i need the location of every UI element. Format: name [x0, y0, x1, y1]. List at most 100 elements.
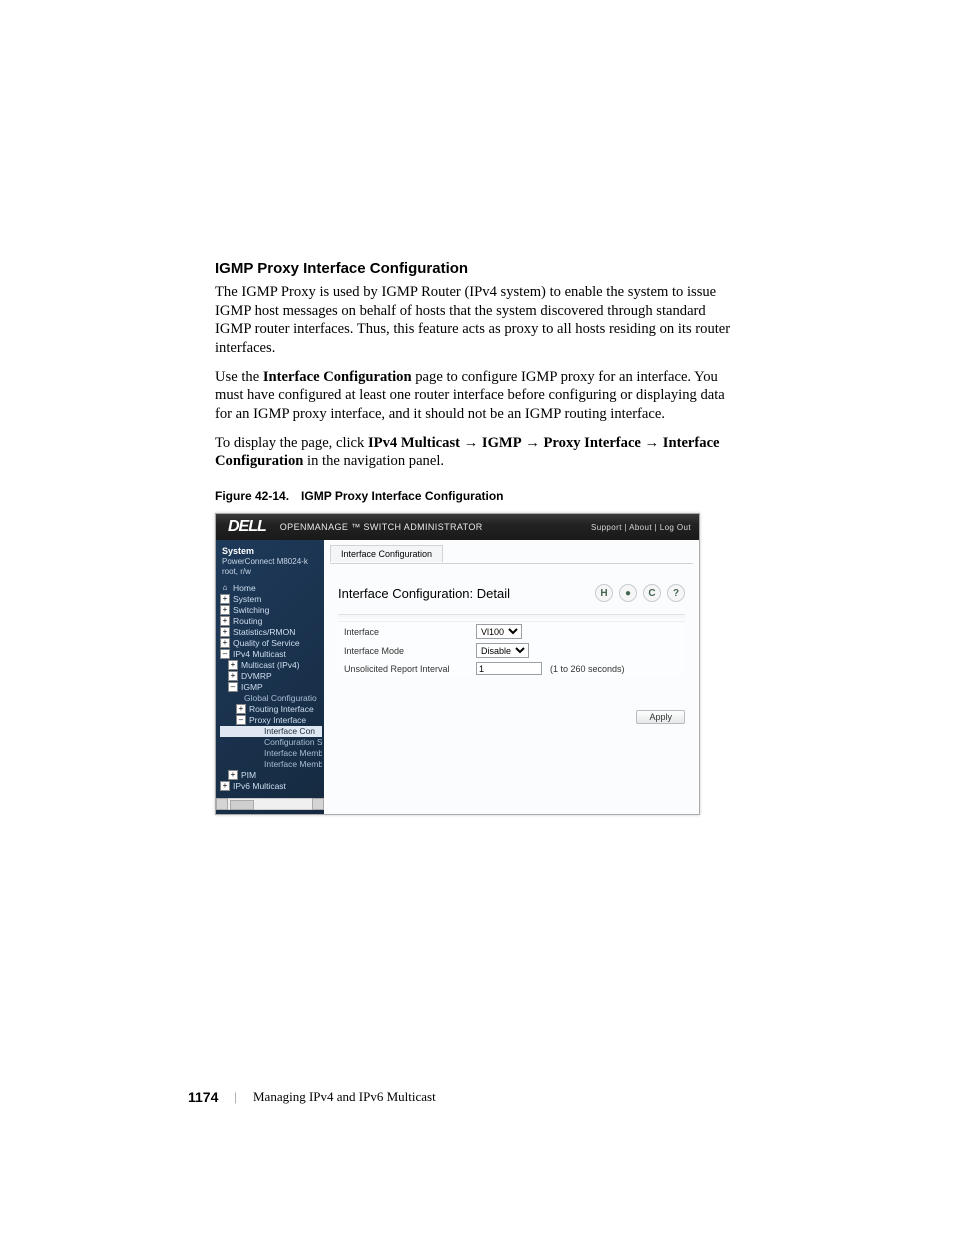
print-icon[interactable]: ● — [619, 584, 637, 602]
paragraph-1: The IGMP Proxy is used by IGMP Router (I… — [215, 283, 739, 358]
tree-label: DVMRP — [241, 671, 272, 681]
tree-stats[interactable]: Statistics/RMON — [220, 627, 322, 638]
tree-interface-memb-1[interactable]: Interface Memb — [220, 748, 322, 759]
toolbar-icons: H ● C ? — [595, 584, 685, 602]
tree-routing[interactable]: Routing — [220, 616, 322, 627]
bold-interface-config: Interface Configuration — [263, 369, 412, 385]
tree-interface-config[interactable]: Interface Con — [220, 726, 322, 737]
tree-dvmrp[interactable]: DVMRP — [220, 671, 322, 682]
tree-pim[interactable]: PIM — [220, 770, 322, 781]
expand-icon[interactable] — [228, 671, 238, 681]
app-title: OPENMANAGE ™ SWITCH ADMINISTRATOR — [276, 522, 483, 532]
tree-ipv6-multicast[interactable]: IPv6 Multicast — [220, 781, 322, 792]
tree-label: Configuration S — [264, 737, 322, 747]
detail-header: Interface Configuration: Detail H ● C ? — [324, 564, 699, 608]
app-header: DELL OPENMANAGE ™ SWITCH ADMINISTRATOR S… — [216, 514, 699, 540]
report-input[interactable] — [476, 662, 542, 675]
help-icon[interactable]: ? — [667, 584, 685, 602]
tree-global-config[interactable]: Global Configuratio — [220, 693, 322, 704]
tree-label: IGMP — [241, 682, 263, 692]
row-interface: Interface Vl100 — [338, 622, 685, 641]
apply-row: Apply — [324, 677, 699, 733]
tree-system[interactable]: System — [220, 594, 322, 605]
expand-icon[interactable] — [220, 594, 230, 604]
tree-switching[interactable]: Switching — [220, 605, 322, 616]
nav-step-1: IPv4 Multicast — [368, 435, 460, 451]
tree-label: Routing — [233, 616, 262, 626]
nav-step-3: Proxy Interface — [544, 435, 641, 451]
page-footer: 1174 | Managing IPv4 and IPv6 Multicast — [188, 1089, 436, 1105]
app-body: System PowerConnect M8024-k root, r/w ⌂H… — [216, 540, 699, 814]
sidebar-system-label: System — [222, 546, 318, 557]
page-number: 1174 — [188, 1089, 218, 1105]
nav-tree: ⌂Home System Switching Routing Statistic… — [216, 583, 324, 798]
scroll-track[interactable] — [228, 798, 312, 810]
breadcrumb: Interface Configuration — [330, 543, 693, 564]
tree-proxy-interface[interactable]: Proxy Interface — [220, 715, 322, 726]
detail-title: Interface Configuration: Detail — [338, 586, 595, 601]
tree-multicast[interactable]: Multicast (IPv4) — [220, 660, 322, 671]
tree-label: Home — [233, 583, 256, 593]
tree-interface-memb-2[interactable]: Interface Memb — [220, 759, 322, 770]
scroll-left-icon[interactable]: ‹ — [216, 798, 228, 810]
footer-separator: | — [234, 1089, 237, 1105]
tree-config-s[interactable]: Configuration S — [220, 737, 322, 748]
nav-step-2: IGMP — [482, 435, 522, 451]
expand-icon[interactable] — [220, 627, 230, 637]
paragraph-2: Use the Interface Configuration page to … — [215, 368, 739, 424]
panel-separator — [338, 615, 685, 622]
header-links[interactable]: Support | About | Log Out — [591, 523, 699, 532]
interface-label: Interface — [344, 627, 476, 637]
chapter-title: Managing IPv4 and IPv6 Multicast — [253, 1089, 436, 1105]
arrow-icon: → — [641, 435, 663, 451]
row-report-interval: Unsolicited Report Interval (1 to 260 se… — [338, 660, 685, 677]
screenshot: DELL OPENMANAGE ™ SWITCH ADMINISTRATOR S… — [215, 513, 700, 815]
report-label: Unsolicited Report Interval — [344, 664, 476, 674]
collapse-icon[interactable] — [228, 682, 238, 692]
save-icon[interactable]: H — [595, 584, 613, 602]
text: Use the — [215, 369, 263, 385]
form-panel: Interface Vl100 Interface Mode Disable U… — [338, 614, 685, 677]
sidebar-scrollbar[interactable]: ‹ › — [216, 798, 324, 810]
page: IGMP Proxy Interface Configuration The I… — [0, 0, 954, 1235]
figure-caption: Figure 42-14. IGMP Proxy Interface Confi… — [215, 489, 739, 503]
expand-icon[interactable] — [220, 605, 230, 615]
tree-label: Proxy Interface — [249, 715, 306, 725]
scroll-right-icon[interactable]: › — [312, 798, 324, 810]
text: in the navigation panel. — [303, 453, 444, 469]
paragraph-3: To display the page, click IPv4 Multicas… — [215, 434, 739, 471]
tree-label: Quality of Service — [233, 638, 300, 648]
tree-home[interactable]: ⌂Home — [220, 583, 322, 594]
breadcrumb-tab[interactable]: Interface Configuration — [330, 545, 443, 562]
sidebar-system-box: System PowerConnect M8024-k root, r/w — [216, 544, 324, 583]
interface-select[interactable]: Vl100 — [476, 624, 522, 639]
tree-label: Multicast (IPv4) — [241, 660, 300, 670]
dell-logo: DELL — [216, 518, 276, 536]
collapse-icon[interactable] — [220, 649, 230, 659]
sidebar-user: root, r/w — [222, 567, 318, 577]
tree-igmp[interactable]: IGMP — [220, 682, 322, 693]
apply-button[interactable]: Apply — [636, 710, 685, 724]
expand-icon[interactable] — [236, 704, 246, 714]
refresh-icon[interactable]: C — [643, 584, 661, 602]
tree-label: System — [233, 594, 261, 604]
text: To display the page, click — [215, 435, 368, 451]
expand-icon[interactable] — [228, 770, 238, 780]
expand-icon[interactable] — [228, 660, 238, 670]
scroll-thumb[interactable] — [230, 800, 254, 810]
expand-icon[interactable] — [220, 638, 230, 648]
tree-routing-interface[interactable]: Routing Interface — [220, 704, 322, 715]
collapse-icon[interactable] — [236, 715, 246, 725]
mode-select[interactable]: Disable — [476, 643, 529, 658]
tree-label: Switching — [233, 605, 269, 615]
sidebar: System PowerConnect M8024-k root, r/w ⌂H… — [216, 540, 324, 814]
tree-qos[interactable]: Quality of Service — [220, 638, 322, 649]
expand-icon[interactable] — [220, 616, 230, 626]
home-icon: ⌂ — [220, 584, 230, 592]
tree-label: Global Configuratio — [244, 693, 317, 703]
tree-label: Interface Memb — [264, 748, 322, 758]
row-mode: Interface Mode Disable — [338, 641, 685, 660]
tree-label: Interface Memb — [264, 759, 322, 769]
expand-icon[interactable] — [220, 781, 230, 791]
tree-ipv4-multicast[interactable]: IPv4 Multicast — [220, 649, 322, 660]
